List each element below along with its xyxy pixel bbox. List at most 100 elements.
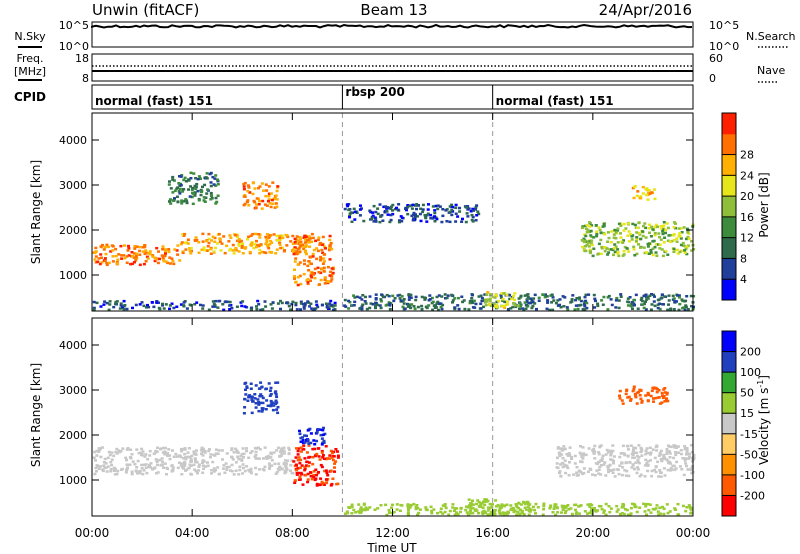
data-cell [605, 448, 609, 452]
data-cell [170, 464, 174, 468]
data-cell [496, 503, 500, 507]
data-cell [213, 240, 217, 243]
data-cell [143, 244, 147, 247]
data-cell [622, 253, 626, 256]
data-cell [590, 224, 594, 227]
data-cell [172, 179, 176, 182]
data-cell [645, 193, 649, 197]
data-cell [683, 251, 687, 254]
data-cell [214, 196, 218, 200]
data-cell [192, 450, 196, 453]
data-cell [591, 449, 594, 452]
data-cell [562, 504, 566, 508]
data-cell [362, 503, 366, 506]
data-cell [257, 403, 261, 406]
data-cell [660, 293, 664, 296]
data-cell [555, 506, 559, 510]
data-cell [632, 388, 636, 391]
data-cell [455, 511, 458, 514]
data-cell [656, 243, 660, 246]
data-cell [494, 499, 498, 502]
data-cell [641, 230, 645, 233]
data-cell [274, 393, 278, 396]
data-cell [262, 251, 266, 254]
data-cell [565, 464, 569, 467]
data-cell [636, 466, 640, 469]
data-cell [353, 296, 357, 299]
data-cell [155, 301, 159, 304]
data-cell [690, 444, 693, 447]
data-cell [298, 475, 302, 478]
data-cell [583, 510, 587, 513]
data-cell [265, 240, 269, 244]
data-cell [353, 218, 357, 221]
data-cell [450, 294, 454, 297]
data-cell [321, 235, 325, 239]
data-cell [656, 306, 660, 310]
data-cell [331, 477, 335, 480]
data-cell [424, 305, 428, 308]
data-cell [117, 253, 121, 256]
data-cell [432, 508, 436, 511]
data-cell [187, 466, 191, 470]
data-cell [451, 299, 455, 302]
data-cell [649, 394, 653, 398]
y-tick-label: 1000 [59, 474, 87, 487]
data-cell [156, 446, 160, 449]
data-cell [687, 237, 691, 240]
data-cell [322, 441, 326, 444]
data-cell [625, 247, 629, 250]
y-tick-label: 4000 [59, 339, 87, 352]
data-cell [677, 294, 681, 297]
data-cell [306, 281, 310, 284]
data-cell [199, 193, 203, 197]
data-cell [306, 472, 310, 476]
data-cell [663, 400, 667, 403]
data-cell [609, 454, 613, 457]
colorbar-tick-label: 8 [740, 252, 747, 265]
data-cell [94, 250, 98, 253]
data-cell [225, 244, 229, 248]
data-cell [627, 240, 631, 243]
data-cell [293, 481, 297, 484]
data-cell [585, 231, 589, 234]
data-cell [137, 451, 141, 455]
data-cell [241, 252, 245, 255]
data-cell [654, 251, 658, 254]
data-cell [676, 248, 679, 252]
data-cell [163, 446, 167, 450]
data-cell [274, 202, 278, 205]
data-cell [561, 462, 565, 465]
data-cell [303, 441, 307, 444]
data-cell [303, 241, 307, 244]
data-cell [450, 203, 454, 207]
data-cell [237, 243, 241, 246]
data-cell [575, 466, 579, 469]
data-cell [275, 205, 279, 208]
data-cell [510, 297, 514, 300]
data-cell [144, 251, 148, 254]
data-cell [674, 451, 677, 454]
data-cell [108, 303, 112, 306]
data-cell [299, 450, 303, 453]
data-cell [644, 293, 648, 296]
data-cell [668, 456, 672, 459]
data-cell [604, 513, 608, 517]
data-cell [249, 395, 253, 398]
data-cell [152, 452, 156, 456]
data-cell [677, 227, 681, 230]
data-cell [308, 305, 312, 308]
data-cell [107, 245, 110, 249]
data-cell [197, 465, 201, 468]
data-cell [261, 408, 264, 411]
data-cell [508, 294, 512, 297]
data-cell [146, 303, 149, 307]
data-cell [249, 451, 253, 455]
data-cell [237, 237, 241, 241]
plot-background [92, 318, 693, 516]
data-cell [313, 276, 317, 280]
data-cell [488, 302, 492, 306]
plot-background [92, 113, 693, 311]
data-cell [662, 388, 666, 391]
data-cell [273, 462, 277, 466]
